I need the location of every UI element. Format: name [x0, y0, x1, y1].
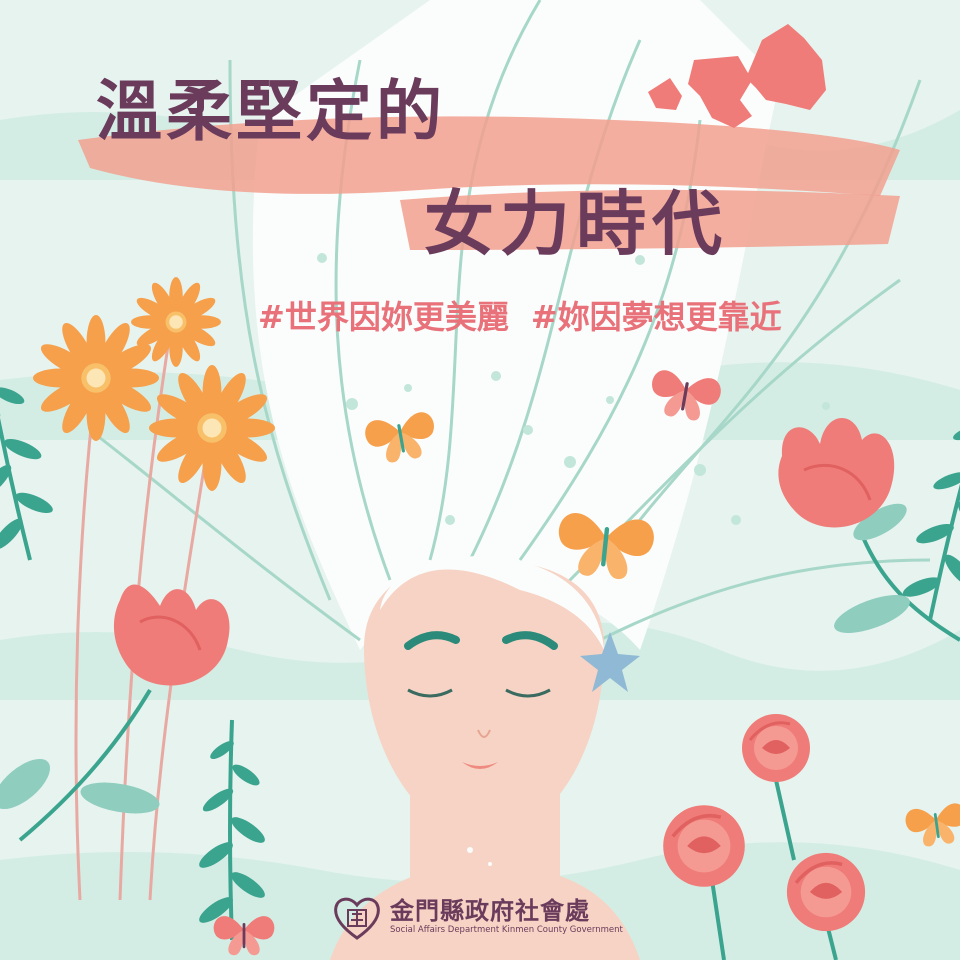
left-eye	[407, 688, 453, 698]
left-eyebrow	[404, 631, 460, 650]
logo-name-en: Social Affairs Department Kinmen County …	[390, 925, 623, 935]
title-line-1: 溫柔堅定的	[96, 73, 446, 150]
hashtags: #世界因妳更美麗 #妳因夢想更靠近	[258, 292, 804, 338]
title-brush-stroke	[78, 116, 900, 196]
hashtag-1: #世界因妳更美麗	[258, 298, 509, 336]
leaf-stems	[18, 529, 960, 842]
title-brush-stroke-2	[400, 189, 900, 250]
rose-1	[740, 712, 812, 784]
rose-3	[785, 851, 867, 933]
lips	[462, 762, 498, 769]
logo-name-zh: 金門縣政府社會處	[390, 897, 590, 925]
right-eyebrow	[502, 631, 558, 650]
title-line-2: 女力時代	[424, 183, 728, 265]
rose-2	[661, 803, 747, 889]
bubbles	[317, 253, 830, 525]
hashtag-2: #妳因夢想更靠近	[530, 298, 782, 336]
tulip-left	[113, 584, 230, 686]
heart-seal-icon	[334, 897, 380, 940]
woman-face	[330, 556, 640, 960]
tulip-right	[778, 417, 895, 528]
right-eye	[505, 688, 551, 698]
kinmen-map-icon	[648, 24, 826, 128]
leaves	[0, 503, 910, 814]
department-logo: 金門縣政府社會處 Social Affairs Department Kinme…	[332, 892, 623, 942]
starfish-icon	[580, 632, 640, 692]
